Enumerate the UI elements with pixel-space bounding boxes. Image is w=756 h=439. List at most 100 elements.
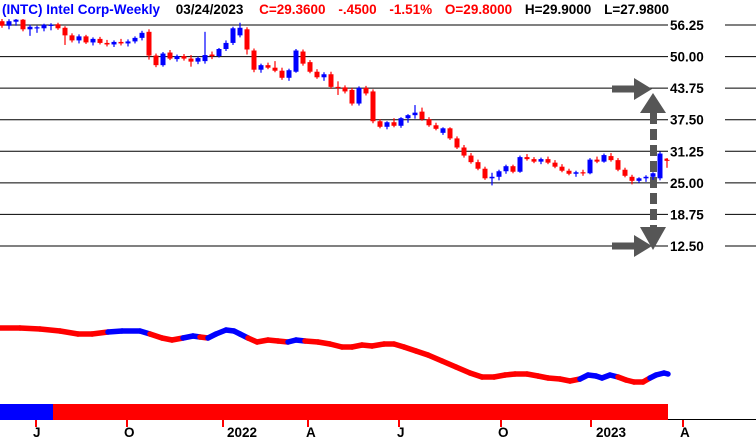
candle-body (440, 128, 446, 133)
candle-body (13, 19, 19, 22)
candle-body (573, 172, 579, 174)
quote-date: 03/24/2023 (175, 2, 244, 17)
price-axis-label: 56.25 (670, 18, 704, 33)
candle-body (531, 159, 537, 162)
candle-body (230, 28, 236, 43)
candle-body (657, 153, 663, 179)
candle-body (412, 112, 418, 116)
quote-close: C=29.3600 (259, 2, 326, 17)
candle-body (482, 168, 488, 179)
quote-change-pct: -1.51% (389, 2, 433, 17)
x-axis-label: A (680, 425, 690, 439)
right-arrow-shaft (612, 85, 634, 93)
x-axis-label: O (124, 425, 135, 439)
candles-group (0, 19, 670, 186)
candle-body (356, 87, 362, 104)
candle-body (34, 27, 40, 29)
candle-body (636, 178, 642, 181)
candle-body (76, 36, 82, 41)
candle-body (41, 24, 47, 29)
x-axis-label: 2023 (596, 425, 627, 439)
candle-body (244, 29, 250, 50)
candle-body (349, 89, 355, 104)
candle-body (300, 51, 306, 64)
price-axis-label: 25.00 (670, 176, 704, 191)
candle-body (643, 176, 649, 179)
price-axis-label: 31.25 (670, 144, 704, 159)
candle-body (615, 160, 621, 170)
right-arrow-shaft (612, 242, 634, 250)
price-axis-label: 43.75 (670, 81, 704, 96)
candle-body (475, 162, 481, 169)
price-label-backing (668, 48, 725, 66)
quote-open: O=29.8000 (444, 2, 513, 17)
candle-body (104, 42, 110, 45)
candle-body (125, 41, 131, 44)
candle-body (146, 31, 152, 56)
candle-body (342, 87, 348, 92)
candle-body (566, 170, 572, 174)
candle-body (433, 125, 439, 129)
candle-body (195, 58, 201, 62)
candle-body (468, 155, 474, 163)
candle-body (132, 37, 138, 42)
candle-body (517, 157, 523, 172)
candle-body (629, 176, 635, 181)
x-axis-label: A (306, 425, 316, 439)
right-arrow-icon (634, 78, 652, 100)
price-label-backing (668, 205, 725, 223)
candle-body (580, 172, 586, 174)
candle-body (69, 35, 75, 41)
candle-body (167, 52, 173, 59)
candle-body (20, 19, 26, 30)
candle-body (601, 155, 607, 162)
candle-body (391, 122, 397, 126)
candle-body (335, 86, 341, 89)
price-axis-label: 12.50 (670, 239, 704, 254)
candle-body (454, 138, 460, 148)
up-arrow-icon (640, 93, 666, 113)
candle-body (552, 162, 558, 167)
price-label-backing (668, 16, 725, 34)
candle-body (405, 115, 411, 119)
x-axis-label: J (33, 425, 41, 439)
price-label-backing (668, 142, 725, 160)
trend-status-bar-segment (0, 404, 53, 420)
candle-body (48, 24, 54, 26)
price-label-backing (668, 111, 725, 129)
candle-body (188, 58, 194, 62)
quote-change: -.4500 (338, 2, 377, 17)
candle-body (608, 156, 614, 161)
candle-body (398, 118, 404, 126)
candle-body (279, 70, 285, 78)
candle-body (237, 27, 243, 36)
down-arrow-icon (640, 227, 666, 250)
candle-body (447, 128, 453, 139)
candle-body (62, 27, 68, 36)
candle-body (496, 171, 502, 177)
indicator-line-segment (37, 326, 63, 334)
candle-body (363, 87, 369, 94)
candle-body (384, 122, 390, 127)
candle-body (293, 50, 299, 72)
candle-body (251, 50, 257, 70)
candle-body (321, 74, 327, 78)
candle-body (538, 159, 544, 162)
candle-body (594, 159, 600, 162)
candle-body (524, 157, 530, 160)
price-axis-label: 18.75 (670, 207, 704, 222)
price-label-backing (668, 79, 725, 97)
quote-high: H=29.9000 (524, 2, 592, 17)
candle-body (209, 54, 215, 57)
candle-body (55, 24, 61, 29)
candle-body (489, 176, 495, 179)
candle-body (160, 53, 166, 66)
price-axis-label: 50.00 (670, 50, 704, 65)
trend-status-bar-segment (53, 404, 668, 420)
candle-body (153, 55, 159, 66)
candle-body (503, 166, 509, 172)
candle-body (272, 67, 278, 71)
candle-body (622, 169, 628, 176)
